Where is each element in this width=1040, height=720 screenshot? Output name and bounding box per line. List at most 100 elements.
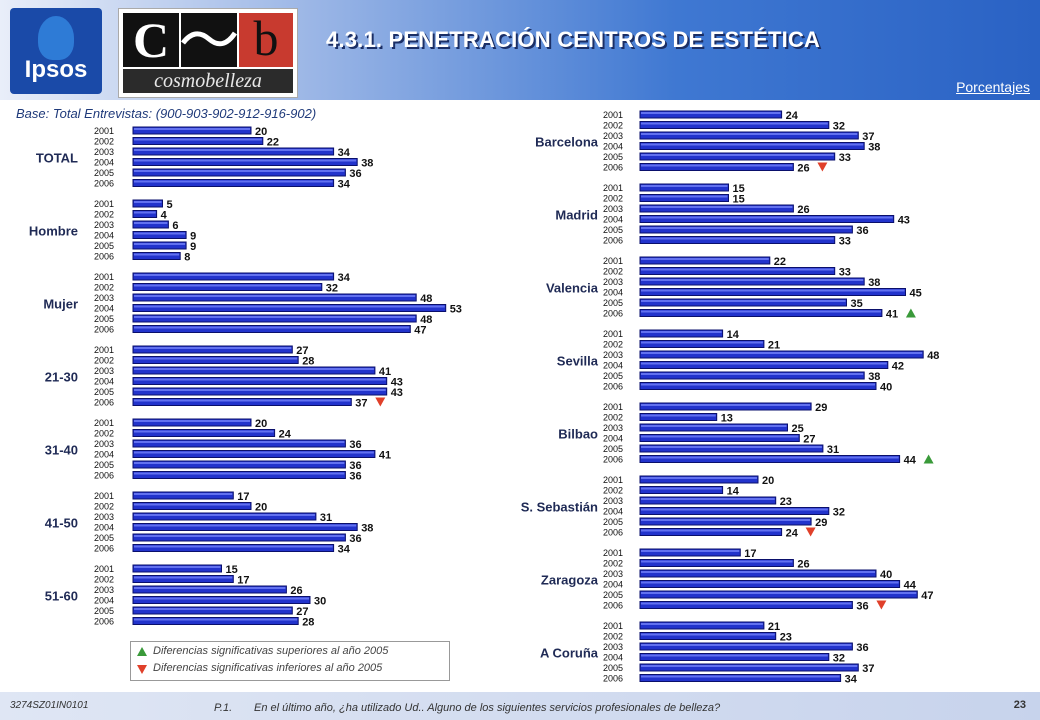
year-label: 2003 xyxy=(603,642,623,652)
year-label: 2005 xyxy=(603,225,623,235)
year-label: 2006 xyxy=(603,163,623,173)
bar-a-coru-a-2005 xyxy=(639,663,859,672)
value-label: 15 xyxy=(226,564,238,576)
footer: 3274SZ01IN0101 P.1. En el último año, ¿h… xyxy=(0,692,1040,720)
bar-barcelona-2004 xyxy=(639,142,865,150)
bar-valencia-2003 xyxy=(639,277,865,286)
ipsos-logo-text: Ipsos xyxy=(24,56,88,83)
bar-highlight xyxy=(641,237,834,240)
bar-highlight xyxy=(641,383,875,386)
bar-total-2002 xyxy=(132,137,264,145)
bar-total-2003 xyxy=(132,147,335,156)
bar-a-coru-a-2004 xyxy=(639,653,830,661)
value-label: 36 xyxy=(856,642,868,654)
value-label: 26 xyxy=(797,559,809,571)
bar-valencia-2004 xyxy=(639,288,906,296)
value-label: 53 xyxy=(450,304,462,316)
value-label: 31 xyxy=(320,512,332,524)
value-label: 17 xyxy=(237,491,249,503)
down-marker-icon xyxy=(375,397,386,407)
penetration-bar-charts: TOTAL 2001 20 2002 22 2003 34 2004 38 2005 36 2006 3… xyxy=(29,110,940,686)
bar-highlight xyxy=(641,164,793,167)
year-label: 2002 xyxy=(603,194,623,204)
bar-highlight xyxy=(641,206,793,208)
bar-s-sebasti-n-2004 xyxy=(639,507,830,515)
bar-highlight xyxy=(134,128,250,130)
bar-highlight xyxy=(134,211,156,214)
bar-41-50-2003 xyxy=(132,512,317,521)
bar-highlight xyxy=(134,430,274,433)
bar-barcelona-2006 xyxy=(639,163,794,171)
year-label: 2001 xyxy=(603,110,623,120)
year-label: 2003 xyxy=(603,496,623,506)
bar-highlight xyxy=(641,477,757,479)
value-label: 36 xyxy=(856,225,868,237)
year-label: 2006 xyxy=(94,398,114,408)
value-label: 25 xyxy=(792,423,804,435)
bar-bilbao-2005 xyxy=(639,444,824,453)
year-label: 2006 xyxy=(94,325,114,335)
bar-highlight xyxy=(641,404,811,406)
bar-a-coru-a-2003 xyxy=(639,642,853,651)
cosmobelleza-b-icon: b xyxy=(239,13,293,67)
value-label: 34 xyxy=(338,147,351,159)
bar-highlight xyxy=(641,446,822,448)
year-label: 2001 xyxy=(603,548,623,558)
bar-valencia-2005 xyxy=(639,298,847,307)
year-label: 2006 xyxy=(94,252,114,262)
bar-sevilla-2003 xyxy=(639,350,924,359)
bar-sevilla-2001 xyxy=(639,329,724,338)
value-label: 14 xyxy=(727,329,740,341)
bar-highlight xyxy=(641,258,769,260)
bar-barcelona-2002 xyxy=(639,121,830,129)
bar-41-50-2002 xyxy=(132,502,252,510)
bar-hombre-2002 xyxy=(132,210,158,218)
year-label: 2006 xyxy=(603,309,623,319)
cosmobelleza-logo-text: cosmobelleza xyxy=(123,69,293,93)
bar-highlight xyxy=(641,341,763,344)
bar-highlight xyxy=(641,435,799,438)
year-label: 2004 xyxy=(603,434,623,444)
year-label: 2006 xyxy=(603,528,623,538)
bar-highlight xyxy=(641,133,858,135)
bar-highlight xyxy=(641,112,781,114)
bar-mujer-2003 xyxy=(132,293,417,302)
header-banner: Ipsos C b cosmobelleza 4.3.1. PENETRACIÓ… xyxy=(0,0,1040,100)
value-label: 15 xyxy=(733,183,745,195)
bar-highlight xyxy=(134,243,186,245)
bar-highlight xyxy=(641,425,787,427)
bar-hombre-2006 xyxy=(132,252,181,260)
bar-highlight xyxy=(134,305,445,308)
value-label: 43 xyxy=(898,215,910,227)
bar-highlight xyxy=(641,623,763,625)
bar-sevilla-2004 xyxy=(639,361,889,369)
bar-highlight xyxy=(134,503,250,506)
bar-madrid-2001 xyxy=(639,183,729,192)
value-label: 36 xyxy=(349,168,361,180)
up-triangle-icon xyxy=(137,647,147,656)
bar-a-coru-a-2002 xyxy=(639,632,777,640)
bar-zaragoza-2006 xyxy=(639,601,853,609)
bar-highlight xyxy=(134,378,386,381)
year-label: 2004 xyxy=(94,523,114,533)
year-label: 2006 xyxy=(603,236,623,246)
bar-barcelona-2005 xyxy=(639,152,836,161)
value-label: 40 xyxy=(880,569,892,581)
bar-highlight xyxy=(641,644,852,646)
group-label-valencia: Valencia xyxy=(546,281,599,296)
year-label: 2002 xyxy=(94,283,114,293)
value-label: 40 xyxy=(880,382,892,394)
value-label: 44 xyxy=(904,455,917,467)
value-label: 27 xyxy=(296,606,308,618)
value-label: 34 xyxy=(338,544,351,556)
value-label: 9 xyxy=(190,241,196,253)
bar-highlight xyxy=(134,587,286,589)
bar-highlight xyxy=(641,289,905,292)
year-label: 2002 xyxy=(94,137,114,147)
year-label: 2003 xyxy=(603,277,623,287)
value-label: 38 xyxy=(868,142,880,154)
value-label: 28 xyxy=(302,617,314,629)
bar-21-30-2001 xyxy=(132,345,293,354)
bar-highlight xyxy=(641,508,828,511)
year-label: 2006 xyxy=(94,544,114,554)
